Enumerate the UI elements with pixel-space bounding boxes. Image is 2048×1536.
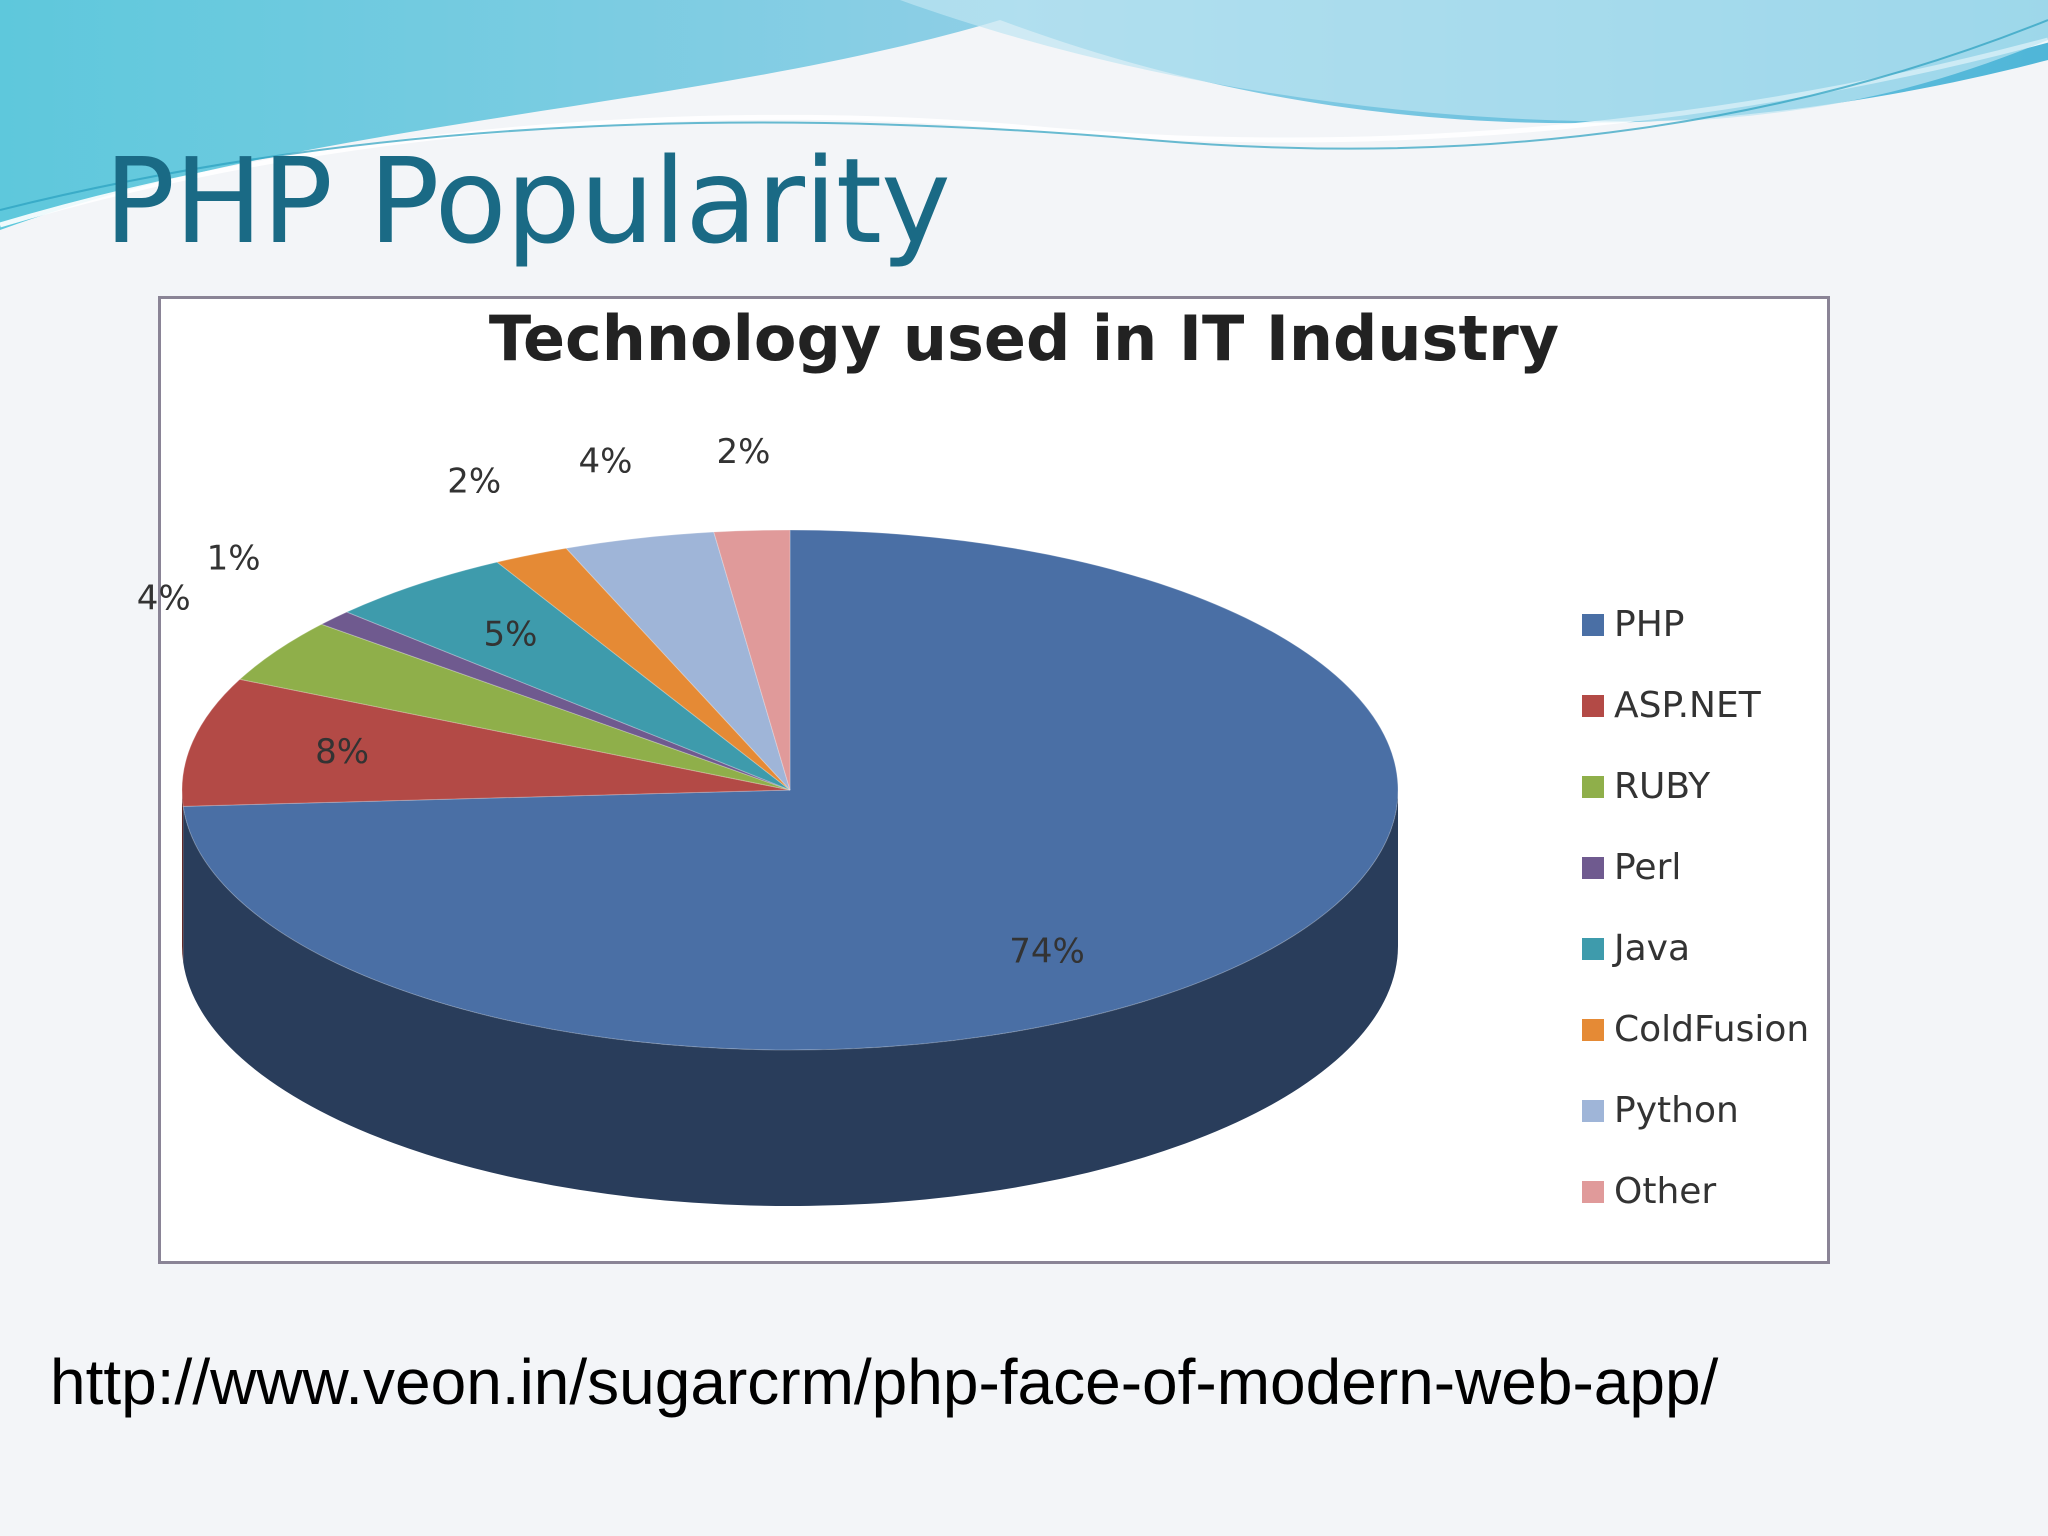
pie-slice-coldfusion (495, 547, 791, 791)
legend-swatch-aspnet (1582, 694, 1604, 717)
data-label-python: 4% (579, 441, 633, 481)
legend-swatch-ruby (1582, 775, 1604, 798)
pie-slice-aspnet (181, 678, 791, 807)
data-label-coldfusion: 2% (447, 461, 501, 501)
legend-item-other: Other (1582, 1151, 1822, 1232)
data-label-java: 5% (484, 614, 538, 654)
pie-side-walls (182, 790, 1399, 1206)
pie-slice-other (713, 529, 791, 791)
pie-slices (181, 529, 1399, 1051)
pie-value-labels: 74% 8% 4% 1% 5% 2% 4% 2% (137, 432, 1085, 972)
data-label-php: 74% (1009, 932, 1085, 972)
legend-label-python: Python (1614, 1090, 1739, 1131)
pie-slice-perl (320, 611, 791, 791)
legend-label-ruby: RUBY (1614, 766, 1711, 807)
data-label-perl: 1% (207, 539, 261, 579)
legend-item-coldfusion: ColdFusion (1582, 989, 1822, 1070)
source-url[interactable]: http://www.veon.in/sugarcrm/php-face-of-… (50, 1346, 1719, 1418)
legend-label-aspnet: ASP.NET (1614, 685, 1761, 726)
data-label-aspnet: 8% (315, 732, 369, 772)
legend-item-ruby: RUBY (1582, 746, 1822, 827)
legend-swatch-python (1582, 1099, 1604, 1122)
legend-label-other: Other (1614, 1171, 1717, 1212)
legend-item-java: Java (1582, 908, 1822, 989)
legend-label-perl: Perl (1614, 847, 1682, 888)
legend-swatch-php (1582, 613, 1604, 636)
legend-swatch-other (1582, 1180, 1604, 1203)
chart-title: Technology used in IT Industry (488, 302, 1560, 375)
legend-item-php: PHP (1582, 584, 1822, 665)
legend-swatch-perl (1582, 856, 1604, 879)
legend-label-php: PHP (1614, 604, 1685, 645)
legend-item-aspnet: ASP.NET (1582, 665, 1822, 746)
pie-slice-java (345, 561, 791, 791)
legend-item-python: Python (1582, 1070, 1822, 1151)
legend-swatch-coldfusion (1582, 1018, 1604, 1041)
data-label-ruby: 4% (137, 579, 191, 619)
pie-slice-php (182, 529, 1399, 1051)
data-label-other: 2% (716, 432, 770, 472)
legend-item-perl: Perl (1582, 827, 1822, 908)
legend-label-coldfusion: ColdFusion (1614, 1009, 1810, 1050)
slide-title: PHP Popularity (104, 132, 951, 270)
legend-label-java: Java (1614, 928, 1691, 969)
pie-side-aspnet (182, 790, 184, 963)
legend-swatch-java (1582, 937, 1604, 960)
pie-slice-python (565, 531, 791, 791)
pie-side-php (183, 790, 1399, 1206)
chart-legend: PHP ASP.NET RUBY Perl Java ColdFusion Py… (1582, 584, 1822, 1232)
pie-slice-ruby (238, 623, 791, 791)
